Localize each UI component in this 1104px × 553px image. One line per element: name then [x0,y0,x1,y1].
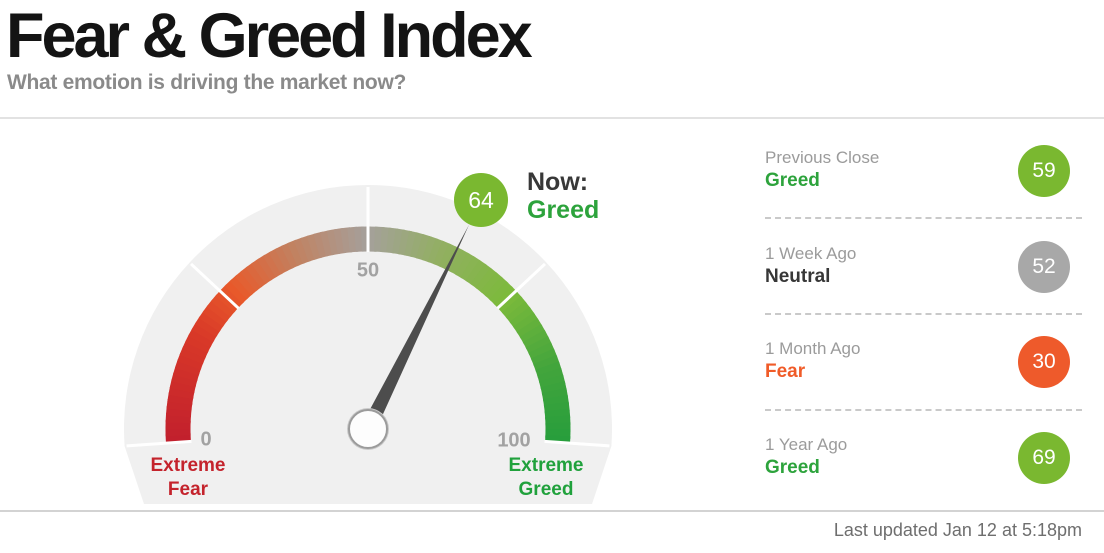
dashed-divider [765,409,1082,411]
history-sidebar: Previous Close Greed 59 1 Week Ago Neutr… [765,0,1082,553]
history-mood: Greed [765,457,820,478]
extreme-fear-caption: Extreme Fear [150,455,226,500]
header-divider [0,117,1104,119]
history-value-circle: 30 [1018,336,1070,388]
now-mood: Greed [527,196,600,224]
history-period: 1 Week Ago [765,244,857,263]
history-row-1-week: 1 Week Ago Neutral 52 [765,241,1082,299]
last-updated-text: Last updated Jan 12 at 5:18pm [833,520,1082,540]
dashed-divider [765,313,1082,315]
current-value-badge: 64 [454,173,508,227]
gauge-tick-label-50: 50 [356,259,380,282]
footer-divider [0,510,1104,512]
history-period: 1 Month Ago [765,339,861,358]
history-mood: Greed [765,170,820,191]
history-mood: Fear [765,361,806,382]
history-mood: Neutral [765,266,831,287]
history-row-1-year: 1 Year Ago Greed 69 [765,432,1082,490]
history-row-previous-close: Previous Close Greed 59 [765,145,1082,203]
gauge-tick-label-0: 0 [200,428,212,451]
dashed-divider [765,217,1082,219]
history-row-1-month: 1 Month Ago Fear 30 [765,336,1082,394]
now-label: Now: [527,168,589,196]
extreme-greed-caption: Extreme Greed [508,455,584,500]
now-block: Now: Greed [527,168,599,224]
gauge-tick-label-100: 100 [497,429,531,452]
history-period: 1 Year Ago [765,435,848,454]
history-value-circle: 59 [1018,145,1070,197]
page-subtitle: What emotion is driving the market now? [7,71,407,94]
history-value-circle: 52 [1018,241,1070,293]
history-value-circle: 69 [1018,432,1070,484]
history-period: Previous Close [765,148,880,167]
page-title: Fear & Greed Index [6,1,533,71]
